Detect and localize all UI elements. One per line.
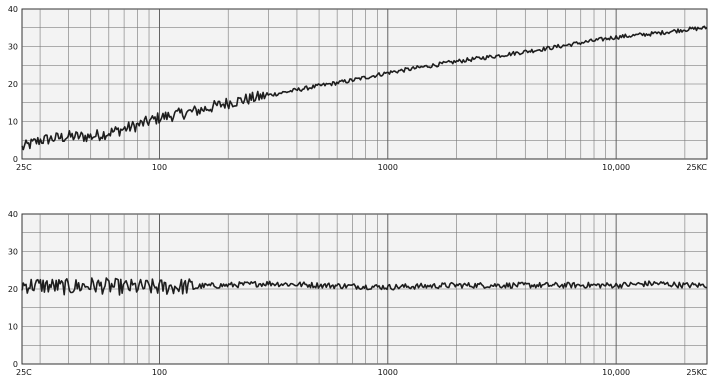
y-tick-label: 40 [8,5,18,14]
x-tick-label: 25KC [686,368,707,377]
x-tick-label: 25C [16,163,32,172]
response-trace [21,277,708,296]
x-tick-label: 10,000 [602,368,630,377]
y-tick-label: 0 [13,155,18,164]
response-trace [21,25,708,151]
y-tick-label: 10 [8,118,18,127]
x-tick-label: 1000 [378,368,398,377]
y-tick-label: 20 [8,80,18,89]
y-tick-label: 30 [8,43,18,52]
x-tick-label: 100 [152,163,167,172]
y-tick-label: 10 [8,323,18,332]
x-tick-label: 10,000 [602,163,630,172]
y-tick-label: 20 [8,285,18,294]
bottom-chart: 0 10 20 30 40 25C 100 1000 10,000 25KC [8,210,708,377]
y-tick-label: 30 [8,248,18,257]
x-tick-label: 25C [16,368,32,377]
y-tick-label: 0 [13,360,18,369]
x-tick-label: 25KC [686,163,707,172]
y-tick-label: 40 [8,210,18,219]
x-tick-label: 100 [152,368,167,377]
x-tick-label: 1000 [378,163,398,172]
top-chart: 0 10 20 30 40 25C 100 1000 10,000 25KC [8,5,708,172]
